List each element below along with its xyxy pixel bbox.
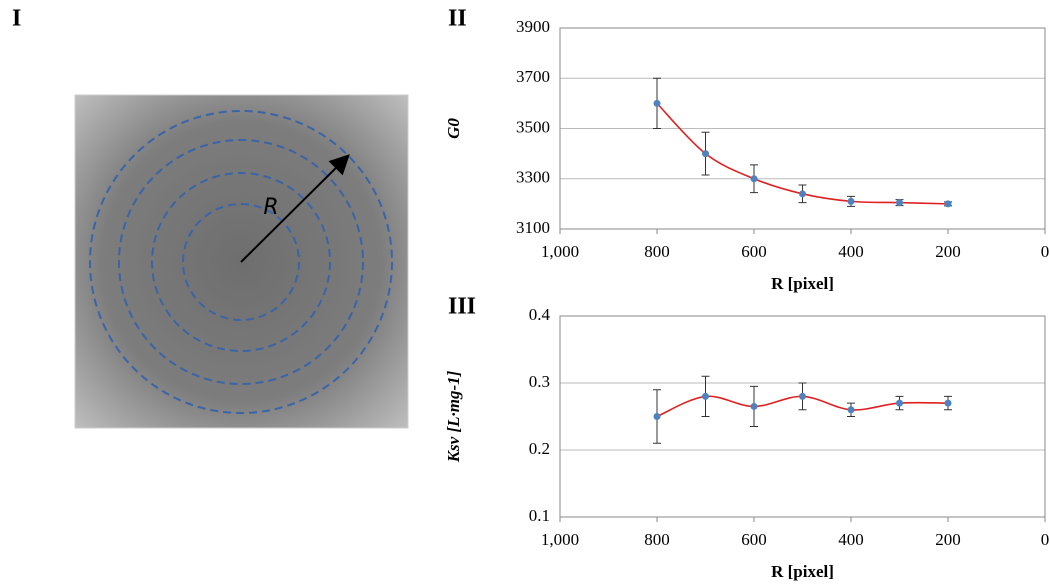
y-tick-label: 0.3	[529, 372, 550, 391]
x-tick-label: 600	[741, 242, 767, 261]
data-point	[799, 392, 806, 400]
y-tick-label: 3500	[516, 117, 550, 136]
y-tick-label: 3900	[516, 17, 550, 36]
plot-frame	[559, 27, 1046, 230]
panel-label: II	[448, 6, 467, 32]
x-tick-label: 0	[1041, 242, 1050, 261]
x-tick-label: 1,000	[541, 242, 579, 261]
x-tick-label: 400	[838, 530, 864, 549]
data-point	[750, 175, 758, 183]
data-point	[847, 197, 855, 205]
x-tick-label: 800	[644, 242, 670, 261]
data-point	[702, 392, 709, 400]
panel-label: III	[448, 294, 476, 320]
x-tick-label: 0	[1041, 530, 1050, 549]
data-point	[944, 399, 952, 407]
data-point	[653, 99, 661, 107]
x-tick-label: 800	[644, 530, 670, 549]
data-point	[702, 150, 709, 158]
data-point	[653, 413, 661, 420]
x-tick-label: 1,000	[541, 530, 579, 549]
y-tick-label: 3700	[516, 67, 550, 86]
y-tick-label: 0.4	[529, 305, 551, 324]
panel-label: I	[12, 6, 21, 32]
data-point	[847, 406, 855, 414]
photo	[74, 94, 409, 429]
plot-frame	[559, 315, 1046, 518]
data-point	[896, 199, 903, 207]
x-tick-label: 600	[741, 530, 767, 549]
data-point	[896, 399, 903, 407]
y-axis-label: Ksv [L·mg-1]	[444, 370, 463, 463]
y-tick-label: 3300	[516, 168, 550, 187]
data-point	[799, 190, 806, 198]
annotation: R	[263, 195, 278, 220]
y-axis-label: G0	[444, 118, 463, 139]
y-tick-label: 0.2	[529, 439, 550, 458]
x-tick-label: 200	[935, 242, 961, 261]
data-point	[944, 200, 952, 208]
x-tick-label: 400	[838, 242, 864, 261]
x-axis-label: R [pixel]	[771, 562, 834, 581]
data-point	[750, 402, 758, 410]
x-tick-label: 200	[935, 530, 961, 549]
y-tick-label: 3100	[516, 218, 550, 237]
y-tick-label: 0.1	[529, 506, 550, 525]
x-axis-label: R [pixel]	[771, 274, 834, 293]
